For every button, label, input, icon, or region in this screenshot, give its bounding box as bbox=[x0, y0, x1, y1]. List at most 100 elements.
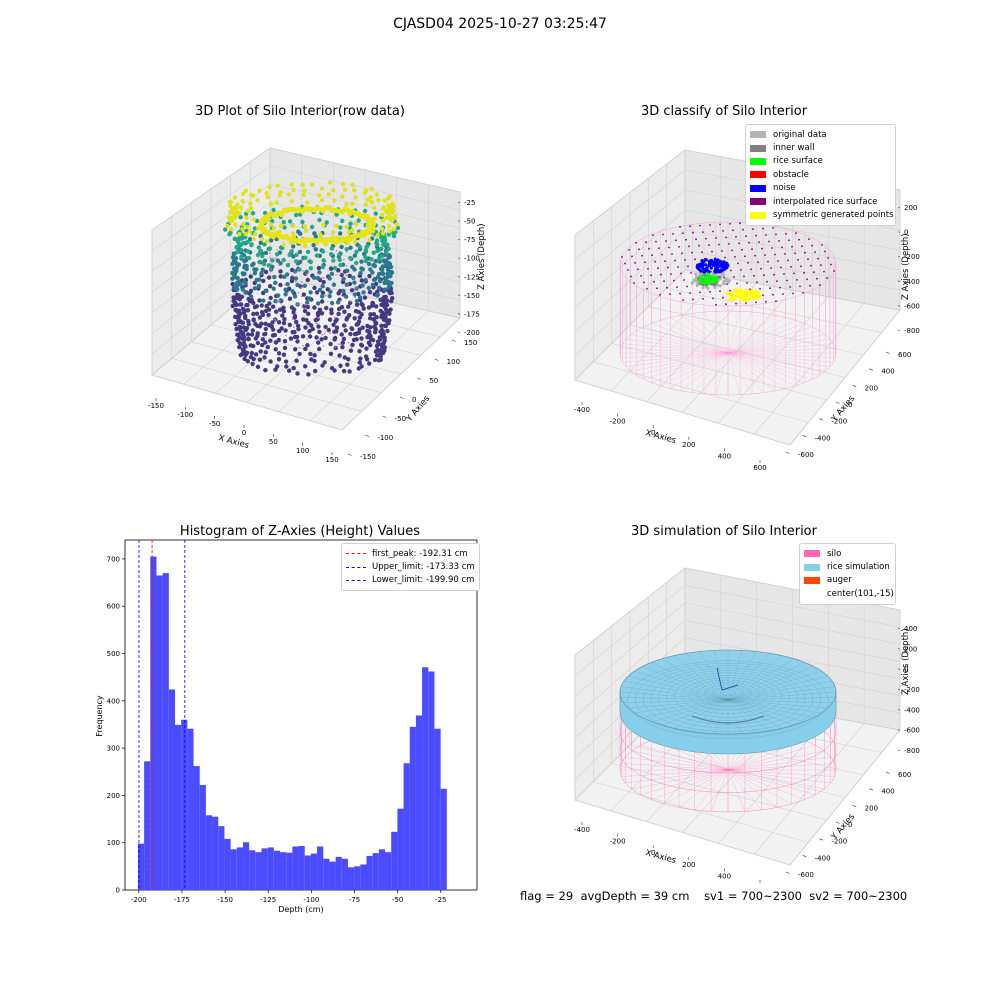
raw-z-axis-label: Z Axies (Depth) bbox=[477, 223, 487, 290]
surface-mesh-line bbox=[727, 699, 794, 726]
data-point bbox=[624, 262, 626, 265]
legend-entry: first_peak: -192.31 cm bbox=[346, 547, 475, 560]
data-point bbox=[749, 288, 751, 291]
auger bbox=[716, 667, 723, 691]
simulation-z-axis-label: Z Axies (Depth) bbox=[901, 628, 911, 695]
data-point bbox=[246, 336, 251, 342]
data-point bbox=[314, 292, 317, 294]
data-point bbox=[276, 320, 282, 325]
data-point bbox=[281, 309, 287, 314]
data-point bbox=[287, 322, 292, 328]
data-point bbox=[643, 281, 645, 284]
data-point bbox=[765, 300, 767, 303]
data-point bbox=[334, 346, 337, 348]
data-point bbox=[228, 230, 233, 235]
histogram-bar bbox=[267, 847, 274, 890]
histogram-bar bbox=[156, 575, 163, 890]
data-point bbox=[640, 275, 642, 277]
data-point bbox=[299, 208, 306, 215]
tick-mark bbox=[457, 276, 460, 278]
data-point bbox=[268, 252, 271, 254]
data-point bbox=[262, 242, 267, 247]
data-point bbox=[252, 226, 258, 231]
data-point bbox=[312, 353, 317, 358]
data-point bbox=[276, 337, 282, 343]
data-point bbox=[231, 211, 237, 216]
surface-mesh-line bbox=[713, 650, 729, 701]
data-point bbox=[315, 312, 321, 318]
data-point bbox=[368, 325, 373, 330]
legend-label: inner wall bbox=[773, 143, 815, 154]
data-point bbox=[243, 290, 248, 295]
data-point bbox=[742, 228, 744, 231]
data-point bbox=[285, 334, 287, 337]
data-point bbox=[710, 260, 714, 264]
data-point bbox=[292, 313, 298, 319]
data-point bbox=[331, 188, 336, 193]
data-point bbox=[381, 206, 386, 211]
tick-label: -800 bbox=[904, 327, 920, 335]
data-point bbox=[230, 270, 235, 276]
data-point bbox=[732, 229, 734, 232]
data-point bbox=[345, 362, 350, 367]
data-point bbox=[378, 329, 383, 334]
data-point bbox=[241, 334, 247, 340]
data-point bbox=[782, 293, 784, 295]
data-point bbox=[701, 262, 705, 266]
wire-spoke bbox=[727, 348, 836, 354]
data-point bbox=[355, 286, 358, 289]
data-point bbox=[366, 285, 371, 291]
data-point bbox=[242, 279, 247, 284]
data-point bbox=[800, 265, 802, 268]
data-point bbox=[235, 287, 240, 292]
data-point bbox=[761, 247, 763, 250]
tick-label: -400 bbox=[815, 854, 831, 862]
data-point bbox=[329, 366, 335, 371]
data-point bbox=[644, 261, 646, 264]
data-point bbox=[248, 343, 253, 348]
data-point bbox=[314, 253, 320, 258]
data-point bbox=[302, 243, 308, 249]
data-point bbox=[321, 276, 323, 279]
data-point bbox=[343, 258, 345, 261]
classify-tick-labels: -400-2000200400600-600-400-2000200400600… bbox=[574, 204, 920, 470]
data-point bbox=[349, 228, 355, 233]
data-point bbox=[284, 284, 286, 286]
tick-label: 150 bbox=[325, 456, 338, 464]
data-point bbox=[297, 249, 303, 255]
simulation-plot-title: 3D simulation of Silo Interior bbox=[631, 524, 817, 539]
grid-line bbox=[574, 229, 686, 332]
tick-mark bbox=[897, 206, 900, 209]
data-point bbox=[747, 261, 749, 264]
surface-mesh-line bbox=[686, 699, 729, 731]
legend-label: original data bbox=[773, 129, 827, 140]
data-point bbox=[740, 269, 742, 271]
histogram-bar bbox=[372, 853, 379, 890]
data-point bbox=[287, 296, 293, 301]
wire-spoke bbox=[651, 769, 729, 800]
grid-line bbox=[574, 585, 686, 676]
data-point bbox=[357, 360, 362, 365]
data-point bbox=[259, 303, 264, 308]
data-point bbox=[248, 294, 254, 299]
legend-swatch bbox=[750, 131, 766, 139]
data-point bbox=[234, 245, 239, 250]
wire-spoke bbox=[640, 769, 729, 795]
legend-label: auger bbox=[827, 575, 852, 586]
data-point bbox=[275, 364, 280, 369]
wire-spoke bbox=[727, 352, 741, 395]
data-point bbox=[230, 281, 235, 287]
data-point bbox=[329, 252, 334, 257]
histogram-bar bbox=[261, 848, 268, 890]
data-point bbox=[348, 348, 354, 353]
data-point bbox=[373, 349, 379, 354]
data-point bbox=[345, 250, 348, 253]
data-point bbox=[270, 327, 276, 332]
data-point bbox=[767, 260, 769, 263]
data-point bbox=[330, 265, 332, 267]
data-point bbox=[290, 231, 296, 236]
data-point bbox=[350, 182, 355, 188]
data-point bbox=[244, 302, 249, 308]
data-point bbox=[301, 192, 306, 197]
data-point bbox=[331, 282, 337, 287]
